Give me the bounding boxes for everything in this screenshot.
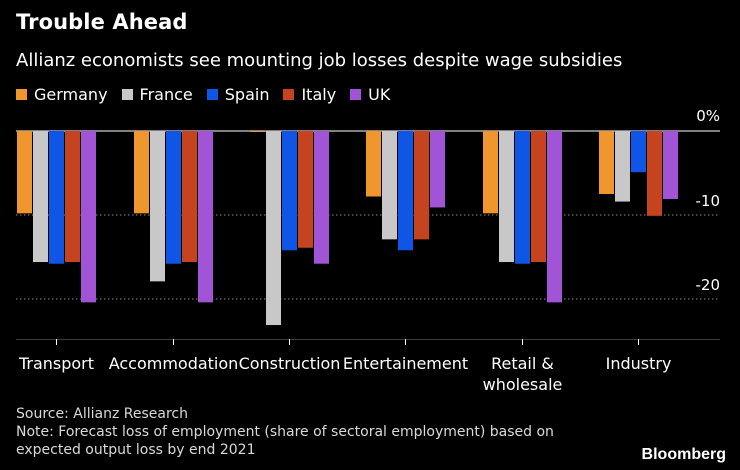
bar-italy-retail-wholesale <box>531 131 546 263</box>
x-tick-label: wholesale <box>483 375 563 394</box>
bar-germany-transport <box>17 131 32 214</box>
legend-label-italy: Italy <box>301 85 337 104</box>
legend-item-germany: Germany <box>16 85 108 104</box>
source-text: Source: Allianz Research <box>16 406 188 422</box>
bar-italy-industry <box>647 131 662 216</box>
bar-spain-entertainement <box>398 131 413 251</box>
bar-france-accommodation <box>150 131 165 282</box>
bar-uk-accommodation <box>198 131 213 303</box>
legend-item-uk: UK <box>350 85 390 104</box>
bloomberg-logo: Bloomberg <box>641 446 726 463</box>
bar-uk-construction <box>314 131 329 264</box>
x-tick-label: Construction <box>239 354 341 373</box>
note-text: Note: Forecast loss of employment (share… <box>16 424 554 458</box>
bar-uk-retail-wholesale <box>547 131 562 303</box>
legend: Germany France Spain Italy UK <box>16 85 404 104</box>
y-tick-label: 0% <box>696 107 720 125</box>
legend-swatch-spain <box>206 89 218 100</box>
legend-swatch-germany <box>16 89 27 100</box>
bar-france-industry <box>615 131 630 202</box>
bar-italy-entertainement <box>414 131 429 240</box>
bar-france-construction <box>266 131 281 326</box>
y-tick-label: -20 <box>696 276 721 294</box>
bar-germany-industry <box>599 131 614 194</box>
bar-uk-industry <box>663 131 678 200</box>
bar-germany-accommodation <box>134 131 149 214</box>
bar-germany-retail-wholesale <box>483 131 498 214</box>
bar-uk-entertainement <box>430 131 445 208</box>
bar-uk-transport <box>81 131 96 303</box>
bar-chart: 0% -10 -20 Transport Accommodation Constructi… <box>16 107 721 394</box>
chart-subtitle: Allianz economists see mounting job loss… <box>16 50 623 71</box>
legend-swatch-italy <box>283 89 295 100</box>
legend-item-france: France <box>121 85 193 104</box>
chart-title: Trouble Ahead <box>16 10 188 34</box>
bar-germany-entertainement <box>366 131 381 197</box>
bar-italy-transport <box>65 131 80 263</box>
bar-spain-industry <box>631 131 646 173</box>
legend-item-spain: Spain <box>206 85 270 104</box>
x-tick-label: Transport <box>18 354 94 373</box>
bar-france-entertainement <box>382 131 397 240</box>
bar-france-transport <box>33 131 48 263</box>
y-tick-label: -10 <box>696 192 721 210</box>
bar-germany-construction <box>250 131 265 132</box>
legend-label-germany: Germany <box>34 85 108 104</box>
bar-spain-construction <box>282 131 297 251</box>
bar-france-retail-wholesale <box>499 131 514 263</box>
bar-spain-accommodation <box>166 131 181 264</box>
x-tick-label: Entertainement <box>343 354 468 373</box>
bar-spain-transport <box>49 131 64 264</box>
x-tick-label: Accommodation <box>109 354 239 373</box>
legend-label-france: France <box>139 85 193 104</box>
bar-italy-accommodation <box>182 131 197 263</box>
legend-swatch-uk <box>350 89 362 100</box>
x-tick-label: Industry <box>606 354 672 373</box>
bar-italy-construction <box>298 131 313 248</box>
legend-swatch-france <box>121 89 133 100</box>
legend-label-uk: UK <box>368 85 391 104</box>
legend-item-italy: Italy <box>283 85 336 104</box>
x-tick-label: Retail & <box>491 354 554 373</box>
bar-spain-retail-wholesale <box>515 131 530 264</box>
legend-label-spain: Spain <box>224 85 270 104</box>
